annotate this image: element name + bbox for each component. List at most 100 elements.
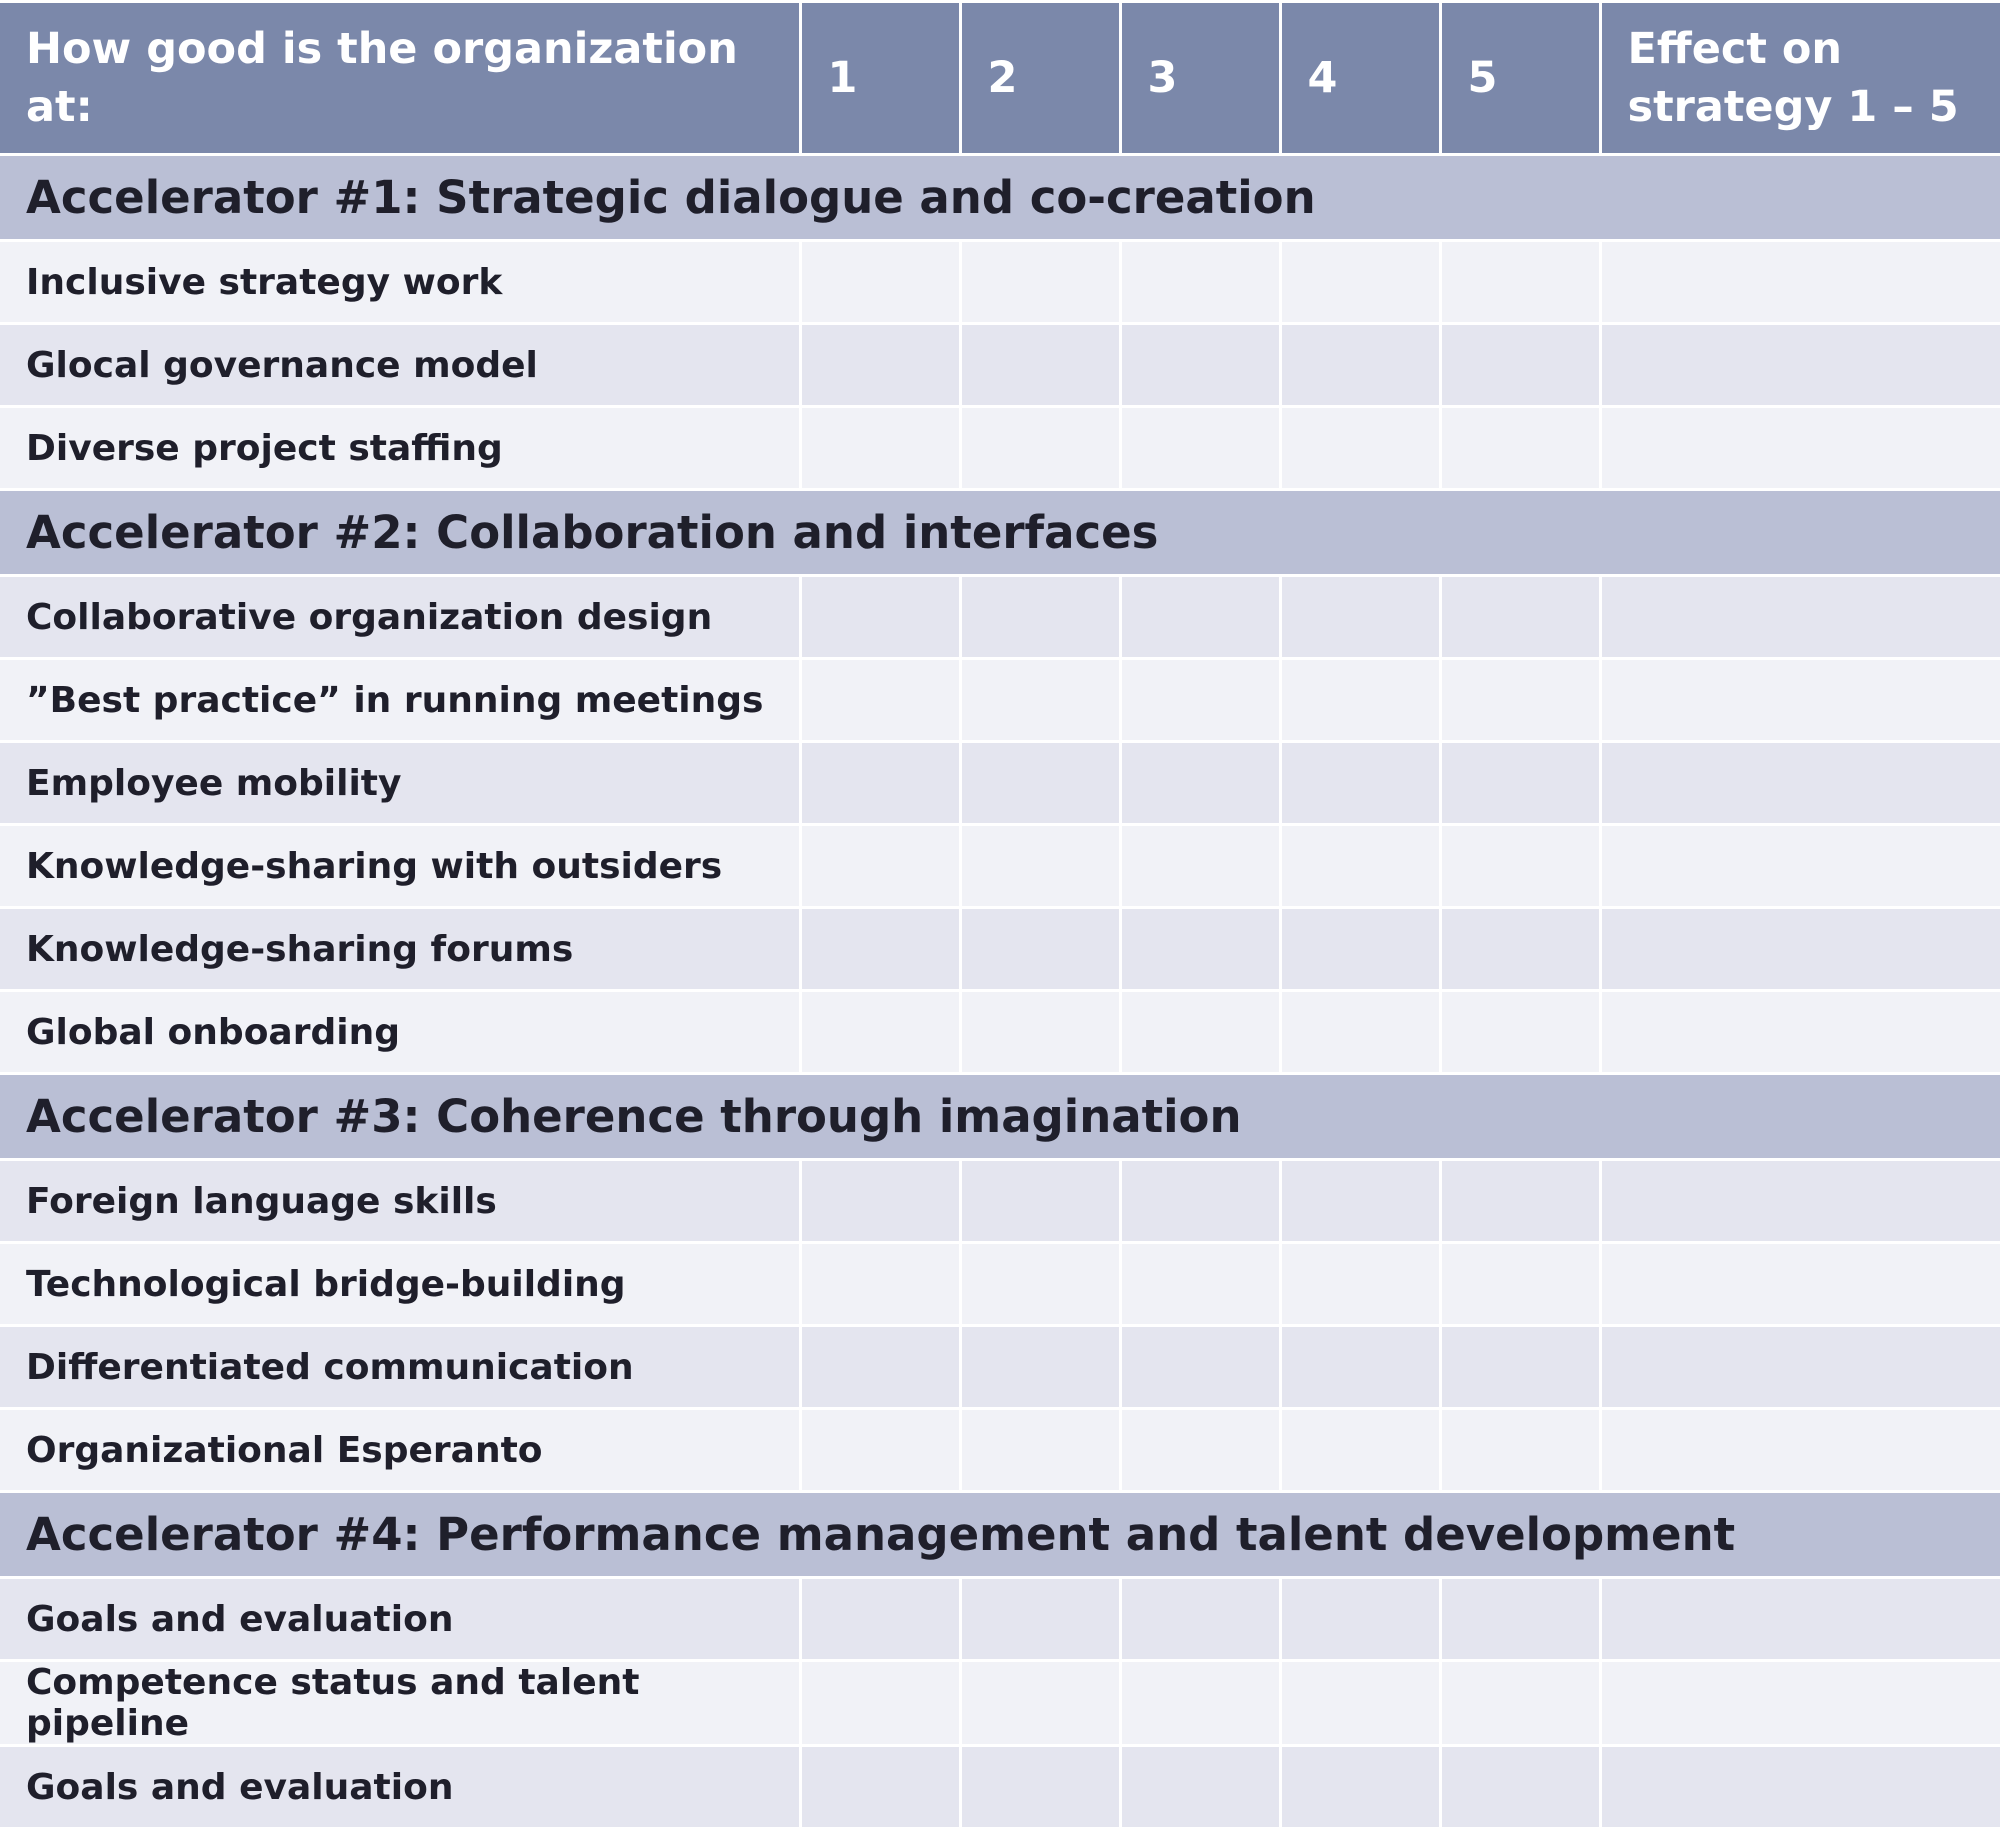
item-label: Glocal governance model xyxy=(0,322,802,408)
score-1-cell[interactable] xyxy=(798,1744,962,1830)
score-3-cell[interactable] xyxy=(1118,1407,1282,1493)
score-4-cell[interactable] xyxy=(1278,989,1442,1075)
score-4-cell[interactable] xyxy=(1278,322,1442,408)
score-1-cell[interactable] xyxy=(798,1324,962,1410)
score-3-cell[interactable] xyxy=(1118,1659,1282,1747)
effect-cell[interactable] xyxy=(1598,1407,2000,1493)
score-1-cell[interactable] xyxy=(798,657,962,743)
score-4-cell[interactable] xyxy=(1278,1659,1442,1747)
score-4-cell[interactable] xyxy=(1278,740,1442,826)
score-2-cell[interactable] xyxy=(958,322,1122,408)
score-3-cell[interactable] xyxy=(1118,740,1282,826)
effect-cell[interactable] xyxy=(1598,322,2000,408)
score-1-cell[interactable] xyxy=(798,1158,962,1244)
score-4-cell[interactable] xyxy=(1278,1324,1442,1410)
score-5-cell[interactable] xyxy=(1438,657,1602,743)
score-3-cell[interactable] xyxy=(1118,823,1282,909)
score-4-cell[interactable] xyxy=(1278,1407,1442,1493)
score-4-cell[interactable] xyxy=(1278,1744,1442,1830)
score-2-cell[interactable] xyxy=(958,1576,1122,1662)
effect-cell[interactable] xyxy=(1598,740,2000,826)
score-5-cell[interactable] xyxy=(1438,574,1602,660)
score-3-cell[interactable] xyxy=(1118,906,1282,992)
score-5-cell[interactable] xyxy=(1438,1659,1602,1747)
score-1-cell[interactable] xyxy=(798,1407,962,1493)
score-2-cell[interactable] xyxy=(958,574,1122,660)
score-2-cell[interactable] xyxy=(958,740,1122,826)
score-1-cell[interactable] xyxy=(798,405,962,491)
score-5-cell[interactable] xyxy=(1438,239,1602,325)
effect-cell[interactable] xyxy=(1598,405,2000,491)
score-5-cell[interactable] xyxy=(1438,322,1602,408)
score-4-cell[interactable] xyxy=(1278,1158,1442,1244)
score-5-cell[interactable] xyxy=(1438,405,1602,491)
score-3-cell[interactable] xyxy=(1118,322,1282,408)
score-3-cell[interactable] xyxy=(1118,1324,1282,1410)
effect-cell[interactable] xyxy=(1598,1659,2000,1747)
score-5-cell[interactable] xyxy=(1438,1241,1602,1327)
score-5-cell[interactable] xyxy=(1438,1407,1602,1493)
score-3-cell[interactable] xyxy=(1118,989,1282,1075)
score-2-cell[interactable] xyxy=(958,1241,1122,1327)
score-1-cell[interactable] xyxy=(798,1659,962,1747)
score-2-cell[interactable] xyxy=(958,1744,1122,1830)
score-1-cell[interactable] xyxy=(798,322,962,408)
score-3-cell[interactable] xyxy=(1118,657,1282,743)
table-row: Employee mobility xyxy=(0,740,2000,826)
score-4-cell[interactable] xyxy=(1278,1576,1442,1662)
effect-cell[interactable] xyxy=(1598,574,2000,660)
effect-cell[interactable] xyxy=(1598,906,2000,992)
score-4-cell[interactable] xyxy=(1278,574,1442,660)
score-3-cell[interactable] xyxy=(1118,1241,1282,1327)
score-3-cell[interactable] xyxy=(1118,405,1282,491)
effect-cell[interactable] xyxy=(1598,1324,2000,1410)
score-1-cell[interactable] xyxy=(798,1241,962,1327)
score-5-cell[interactable] xyxy=(1438,906,1602,992)
score-1-cell[interactable] xyxy=(798,989,962,1075)
score-1-cell[interactable] xyxy=(798,239,962,325)
effect-cell[interactable] xyxy=(1598,1576,2000,1662)
effect-cell[interactable] xyxy=(1598,1158,2000,1244)
score-1-cell[interactable] xyxy=(798,574,962,660)
score-5-cell[interactable] xyxy=(1438,1158,1602,1244)
score-1-cell[interactable] xyxy=(798,1576,962,1662)
effect-cell[interactable] xyxy=(1598,657,2000,743)
effect-cell[interactable] xyxy=(1598,823,2000,909)
score-4-cell[interactable] xyxy=(1278,657,1442,743)
score-2-cell[interactable] xyxy=(958,823,1122,909)
score-3-cell[interactable] xyxy=(1118,574,1282,660)
table-row: Differentiated communication xyxy=(0,1324,2000,1410)
score-2-cell[interactable] xyxy=(958,1407,1122,1493)
score-3-cell[interactable] xyxy=(1118,1744,1282,1830)
score-2-cell[interactable] xyxy=(958,989,1122,1075)
score-2-cell[interactable] xyxy=(958,1659,1122,1747)
score-5-cell[interactable] xyxy=(1438,1744,1602,1830)
score-4-cell[interactable] xyxy=(1278,823,1442,909)
score-5-cell[interactable] xyxy=(1438,740,1602,826)
score-3-cell[interactable] xyxy=(1118,1576,1282,1662)
score-1-cell[interactable] xyxy=(798,823,962,909)
score-2-cell[interactable] xyxy=(958,657,1122,743)
score-2-cell[interactable] xyxy=(958,405,1122,491)
score-2-cell[interactable] xyxy=(958,1324,1122,1410)
score-5-cell[interactable] xyxy=(1438,823,1602,909)
score-5-cell[interactable] xyxy=(1438,989,1602,1075)
effect-cell[interactable] xyxy=(1598,1241,2000,1327)
effect-cell[interactable] xyxy=(1598,239,2000,325)
score-3-cell[interactable] xyxy=(1118,239,1282,325)
score-2-cell[interactable] xyxy=(958,1158,1122,1244)
score-4-cell[interactable] xyxy=(1278,239,1442,325)
score-2-cell[interactable] xyxy=(958,239,1122,325)
score-1-cell[interactable] xyxy=(798,740,962,826)
score-3-cell[interactable] xyxy=(1118,1158,1282,1244)
score-4-cell[interactable] xyxy=(1278,1241,1442,1327)
score-4-cell[interactable] xyxy=(1278,906,1442,992)
effect-cell[interactable] xyxy=(1598,989,2000,1075)
score-2-cell[interactable] xyxy=(958,906,1122,992)
effect-cell[interactable] xyxy=(1598,1744,2000,1830)
score-4-cell[interactable] xyxy=(1278,405,1442,491)
score-1-cell[interactable] xyxy=(798,906,962,992)
accelerator-section-row: Accelerator #1: Strategic dialogue and c… xyxy=(0,153,2000,242)
score-5-cell[interactable] xyxy=(1438,1576,1602,1662)
score-5-cell[interactable] xyxy=(1438,1324,1602,1410)
